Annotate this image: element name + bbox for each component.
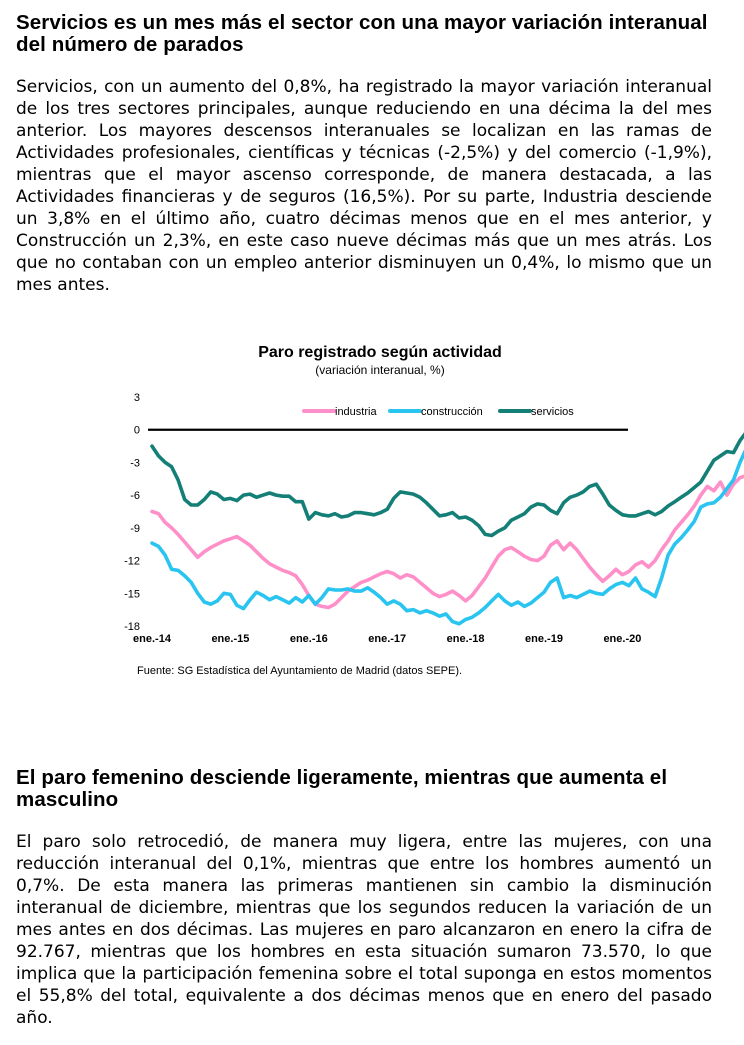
section-heading-paro-femenino: El paro femenino desciende ligeramente, … xyxy=(16,766,668,811)
y-axis-ticks: 3 0 -3 -6 -9 -12 -15 -18 xyxy=(124,392,140,633)
chart-source: Fuente: SG Estadística del Ayuntamiento … xyxy=(137,665,462,677)
paragraph-paro-femenino: El paro solo retrocedió, de manera muy l… xyxy=(16,832,712,1028)
chart-subtitle: (variación interanual, %) xyxy=(315,363,444,377)
legend-label-servicios: servicios xyxy=(531,406,574,418)
x-axis-ticks: ene.-14 ene.-15 ene.-16 ene.-17 ene.-18 ene.-… xyxy=(133,633,641,645)
chart-paro-actividad: Paro registrado según actividad (variaci… xyxy=(124,344,744,677)
paragraph-servicios: Servicios, con un aumento del 0,8%, ha r… xyxy=(16,77,712,295)
x-tick-label: ene.-16 xyxy=(290,633,328,645)
y-tick-label: 0 xyxy=(134,425,140,437)
series-line-servicios xyxy=(150,432,744,538)
x-tick-label: ene.-14 xyxy=(133,633,172,645)
legend-label-industria: industria xyxy=(335,406,377,418)
series-line-industria xyxy=(150,474,744,610)
x-tick-label: ene.-19 xyxy=(525,633,563,645)
y-tick-label: -9 xyxy=(130,523,140,535)
section-heading-servicios: Servicios es un mes más el sector con un… xyxy=(16,11,708,56)
x-tick-label: ene.-15 xyxy=(211,633,249,645)
x-tick-label: ene.-20 xyxy=(603,633,641,645)
series-line-construccion xyxy=(150,449,744,626)
y-tick-label: -3 xyxy=(130,457,140,469)
series-lines xyxy=(150,432,744,626)
y-tick-label: -15 xyxy=(124,588,140,600)
x-tick-label: ene.-17 xyxy=(368,633,406,645)
y-tick-label: 3 xyxy=(134,392,140,404)
x-tick-label: ene.-18 xyxy=(447,633,485,645)
chart-title: Paro registrado según actividad xyxy=(258,344,502,361)
chart-legend: industria construcción servicios xyxy=(302,406,574,418)
y-tick-label: -12 xyxy=(124,556,140,568)
y-tick-label: -18 xyxy=(124,621,140,633)
y-tick-label: -6 xyxy=(130,490,140,502)
legend-label-construccion: construcción xyxy=(421,406,483,418)
